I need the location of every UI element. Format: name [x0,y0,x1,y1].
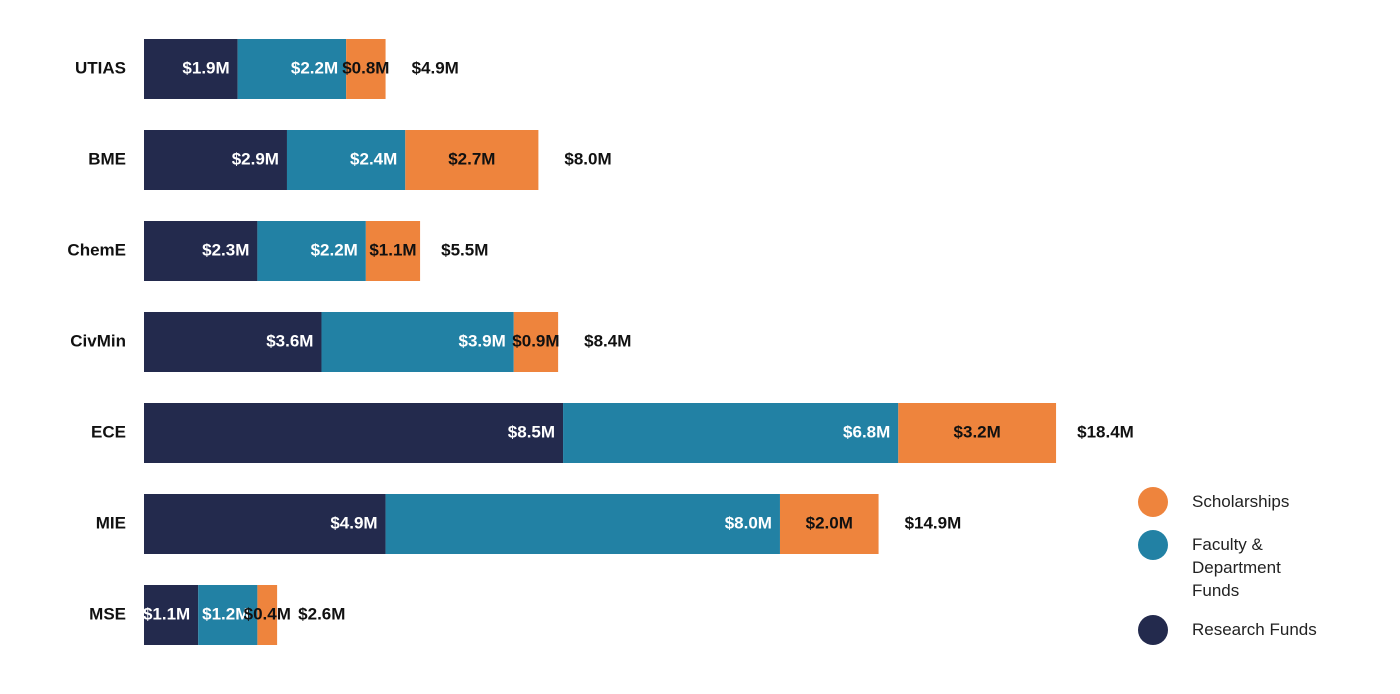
legend-label: Scholarships [1192,492,1290,511]
value-label: $3.6M [266,331,313,350]
value-label: $6.8M [843,422,890,441]
bar-segment [144,585,199,645]
category-label: BME [88,149,126,168]
value-label: $0.9M [512,331,559,350]
category-label: MSE [89,604,126,623]
bar-segment [144,403,564,463]
bar-segment [237,39,347,99]
bar-segment [779,494,879,554]
category-label: CivMin [70,331,126,350]
total-label: $14.9M [905,513,962,532]
bar-segment [563,403,899,463]
bar-segment [144,494,386,554]
value-label: $2.9M [232,149,279,168]
value-label: $2.2M [291,58,338,77]
value-label: $2.2M [311,240,358,259]
value-label: $8.0M [725,513,772,532]
bar-segment [513,312,559,372]
total-label: $8.0M [564,149,611,168]
bar-segment [898,403,1057,463]
legend-swatch [1138,615,1168,645]
value-label: $2.0M [806,513,853,532]
value-label: $2.7M [448,149,495,168]
bar-segment [346,39,386,99]
category-label: UTIAS [75,58,126,77]
bar-segment [144,312,322,372]
bar-segment [144,221,258,281]
bar-segment [405,130,539,190]
value-label: $3.2M [954,422,1001,441]
legend-label: Faculty & Department Funds [1192,535,1281,600]
category-label: MIE [96,513,126,532]
legend-swatch [1138,530,1168,560]
value-label: $4.9M [330,513,377,532]
bar-segment [198,585,258,645]
bar-segment [257,585,278,645]
bar-segment [257,221,366,281]
total-label: $2.6M [298,604,345,623]
value-label: $2.3M [202,240,249,259]
bar-segment [144,130,287,190]
total-label: $18.4M [1077,422,1134,441]
value-label: $8.5M [508,422,555,441]
value-label: $1.1M [369,240,416,259]
total-label: $4.9M [412,58,459,77]
legend-label: Research Funds [1192,620,1317,639]
category-label: ChemE [67,240,126,259]
bar-segment [321,312,514,372]
value-label: $1.9M [182,58,229,77]
legend-swatch [1138,487,1168,517]
value-label: $1.2M [202,604,249,623]
bar-segment [144,39,238,99]
bar-segment [286,130,406,190]
value-label: $0.4M [244,604,291,623]
value-label: $1.1M [143,604,190,623]
bar-segment [385,494,780,554]
total-label: $5.5M [441,240,488,259]
bar-segment [365,221,421,281]
value-label: $0.8M [342,58,389,77]
category-label: ECE [91,422,126,441]
value-label: $3.9M [459,331,506,350]
value-label: $2.4M [350,149,397,168]
total-label: $8.4M [584,331,631,350]
